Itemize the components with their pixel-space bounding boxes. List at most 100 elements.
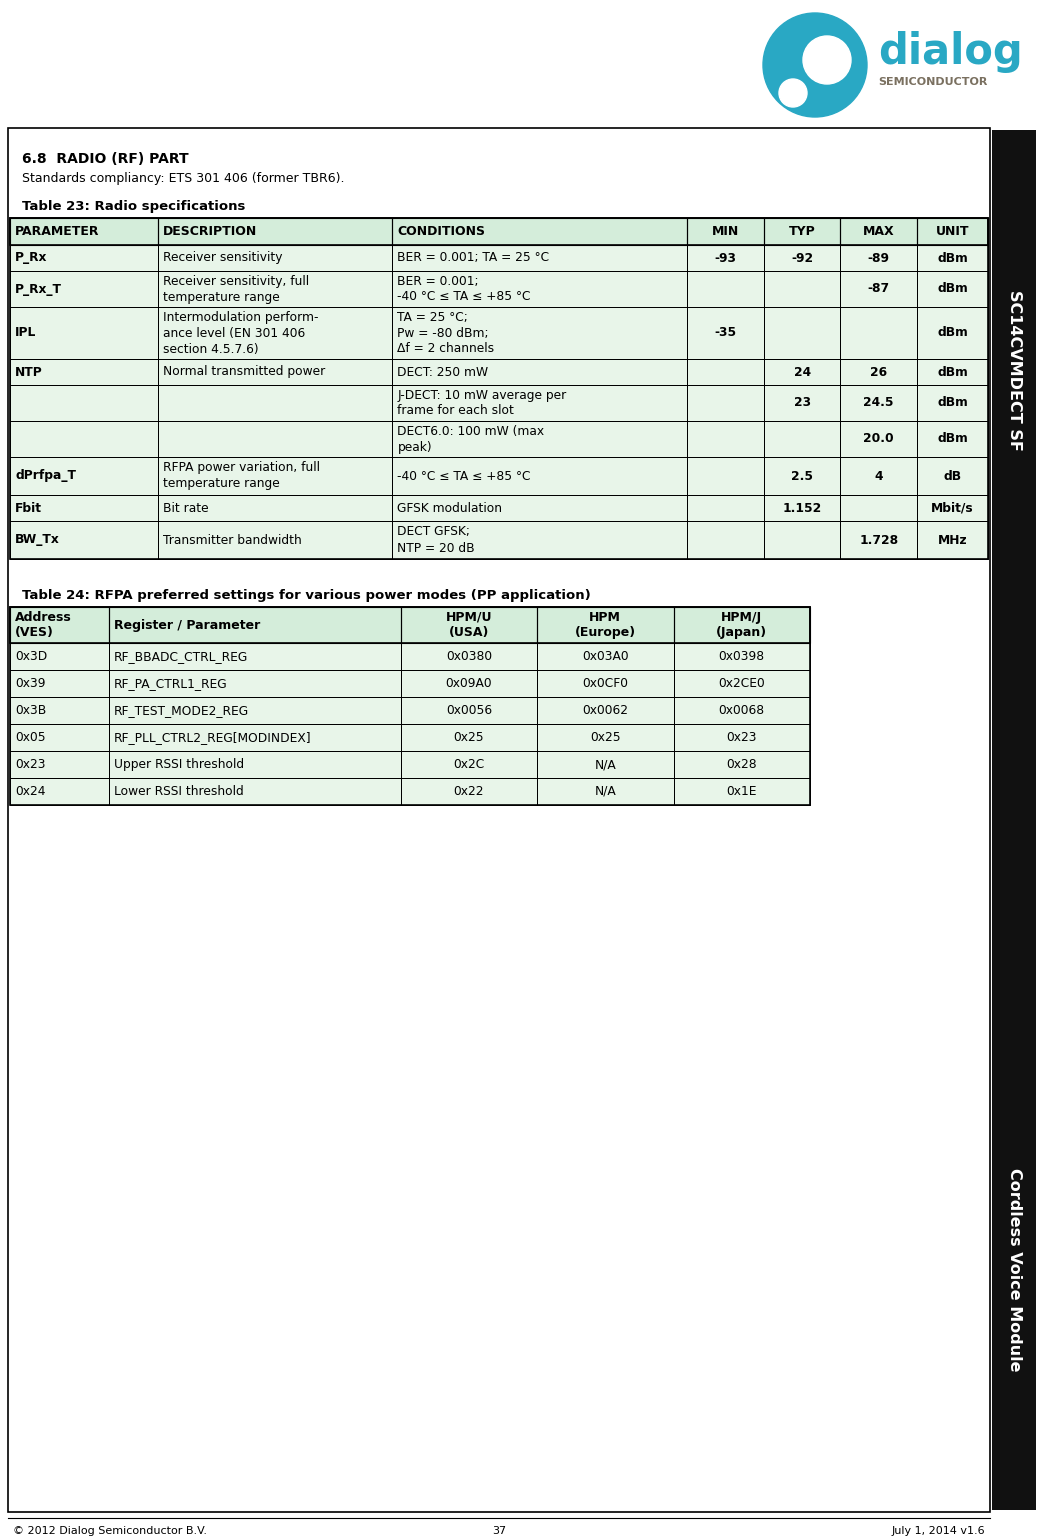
Bar [109, 751, 400, 779]
Text: 0x0062: 0x0062 [582, 703, 628, 717]
Bar [917, 457, 988, 496]
Bar [687, 245, 764, 271]
Text: 0x39: 0x39 [15, 677, 46, 689]
Bar [917, 271, 988, 306]
Bar [537, 723, 674, 751]
Bar [10, 385, 988, 422]
Text: N/A: N/A [595, 759, 616, 771]
Bar [687, 306, 764, 359]
Text: dBm: dBm [937, 251, 968, 265]
Bar [400, 669, 537, 697]
Text: 0x0CF0: 0x0CF0 [582, 677, 628, 689]
Text: 0x2C: 0x2C [453, 759, 485, 771]
Bar [764, 271, 840, 306]
Text: 0x09A0: 0x09A0 [445, 677, 492, 689]
Text: TA = 25 °C;
Pw = -80 dBm;
Δf = 2 channels: TA = 25 °C; Pw = -80 dBm; Δf = 2 channel… [397, 311, 495, 356]
Text: Register / Parameter: Register / Parameter [113, 619, 260, 631]
Bar [840, 385, 917, 422]
Bar [840, 496, 917, 522]
Bar [674, 606, 810, 643]
Bar [10, 723, 810, 751]
Bar [674, 723, 810, 751]
Text: -35: -35 [714, 326, 736, 340]
Bar [10, 306, 988, 359]
Bar [109, 643, 400, 669]
Text: BER = 0.001;
-40 °C ≤ TA ≤ +85 °C: BER = 0.001; -40 °C ≤ TA ≤ +85 °C [397, 274, 531, 303]
Text: P_Rx_T: P_Rx_T [15, 283, 62, 295]
Text: 4: 4 [875, 469, 883, 483]
Bar [10, 457, 157, 496]
Bar [674, 779, 810, 805]
Bar [157, 422, 392, 457]
Bar [674, 643, 810, 669]
Bar [840, 422, 917, 457]
Bar [10, 522, 157, 559]
Text: PARAMETER: PARAMETER [15, 225, 100, 239]
Text: 0x3B: 0x3B [15, 703, 46, 717]
Bar [400, 723, 537, 751]
Text: Cordless Voice Module: Cordless Voice Module [1007, 1168, 1021, 1371]
Text: 0x2CE0: 0x2CE0 [719, 677, 765, 689]
Bar [840, 457, 917, 496]
Text: -87: -87 [867, 283, 890, 295]
Bar [10, 271, 157, 306]
Bar [8, 128, 990, 1511]
Text: Table 23: Radio specifications: Table 23: Radio specifications [22, 200, 245, 212]
Bar [400, 606, 537, 643]
Bar [10, 245, 988, 271]
Text: UNIT: UNIT [936, 225, 969, 239]
Text: 2.5: 2.5 [791, 469, 813, 483]
Text: RF_PLL_CTRL2_REG[MODINDEX]: RF_PLL_CTRL2_REG[MODINDEX] [113, 731, 311, 743]
Bar [764, 219, 840, 245]
Text: Fbit: Fbit [15, 502, 42, 514]
Bar [157, 457, 392, 496]
Circle shape [803, 35, 851, 85]
Bar [917, 496, 988, 522]
Bar [537, 697, 674, 723]
Text: IPL: IPL [15, 326, 36, 340]
Text: 6.8  RADIO (RF) PART: 6.8 RADIO (RF) PART [22, 152, 188, 166]
Text: Normal transmitted power: Normal transmitted power [162, 365, 324, 379]
Text: CONDITIONS: CONDITIONS [397, 225, 486, 239]
Bar [537, 606, 674, 643]
Text: 24: 24 [794, 365, 811, 379]
Bar [764, 306, 840, 359]
Bar [10, 496, 988, 522]
Text: 0x03A0: 0x03A0 [582, 649, 628, 663]
Bar [400, 751, 537, 779]
Bar [392, 271, 687, 306]
Bar [840, 359, 917, 385]
Text: Bit rate: Bit rate [162, 502, 208, 514]
Bar [764, 245, 840, 271]
Text: Receiver sensitivity, full
temperature range: Receiver sensitivity, full temperature r… [162, 274, 309, 303]
Bar [840, 522, 917, 559]
Text: Mbit/s: Mbit/s [931, 502, 973, 514]
Text: -93: -93 [714, 251, 736, 265]
Bar [157, 385, 392, 422]
Bar [10, 271, 988, 306]
Bar [10, 606, 810, 805]
Text: RFPA power variation, full
temperature range: RFPA power variation, full temperature r… [162, 462, 319, 491]
Bar [840, 271, 917, 306]
Bar [537, 669, 674, 697]
Bar [10, 723, 109, 751]
Text: 0x0398: 0x0398 [719, 649, 764, 663]
Bar [10, 697, 109, 723]
Text: 1.152: 1.152 [783, 502, 822, 514]
Text: 24.5: 24.5 [863, 397, 894, 409]
Bar [917, 385, 988, 422]
Bar [109, 606, 400, 643]
Bar [687, 522, 764, 559]
Bar [537, 779, 674, 805]
Text: dBm: dBm [937, 326, 968, 340]
Bar [687, 496, 764, 522]
Bar [917, 522, 988, 559]
Text: 1.728: 1.728 [859, 534, 899, 546]
Bar [392, 457, 687, 496]
Text: 23: 23 [794, 397, 811, 409]
Bar [109, 779, 400, 805]
Text: 0x0380: 0x0380 [446, 649, 492, 663]
Circle shape [779, 78, 807, 108]
Bar [764, 522, 840, 559]
Bar [392, 385, 687, 422]
